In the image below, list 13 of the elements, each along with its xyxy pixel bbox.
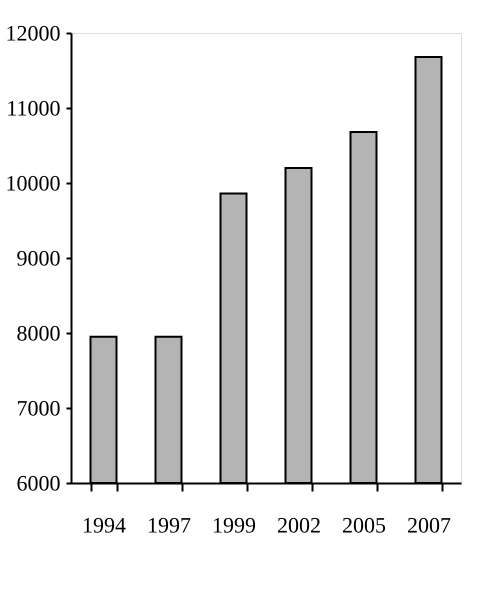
y-tick-label: 10000 (6, 170, 60, 196)
x-tick-label: 2005 (342, 512, 386, 538)
y-tick-label: 11000 (6, 96, 60, 120)
y-tick-label: 9000 (16, 246, 60, 270)
x-tick-label: 1994 (82, 512, 126, 538)
x-tick-label: 2007 (407, 512, 451, 538)
y-tick-label: 12000 (6, 20, 60, 46)
x-tick-label: 1999 (212, 512, 256, 538)
y-tick-label: 6000 (16, 470, 60, 496)
y-tick-label: 8000 (16, 320, 60, 346)
x-tick-label: 1997 (147, 512, 191, 538)
y-tick-label: 7000 (16, 396, 60, 420)
x-tick-label: 2002 (277, 512, 321, 538)
